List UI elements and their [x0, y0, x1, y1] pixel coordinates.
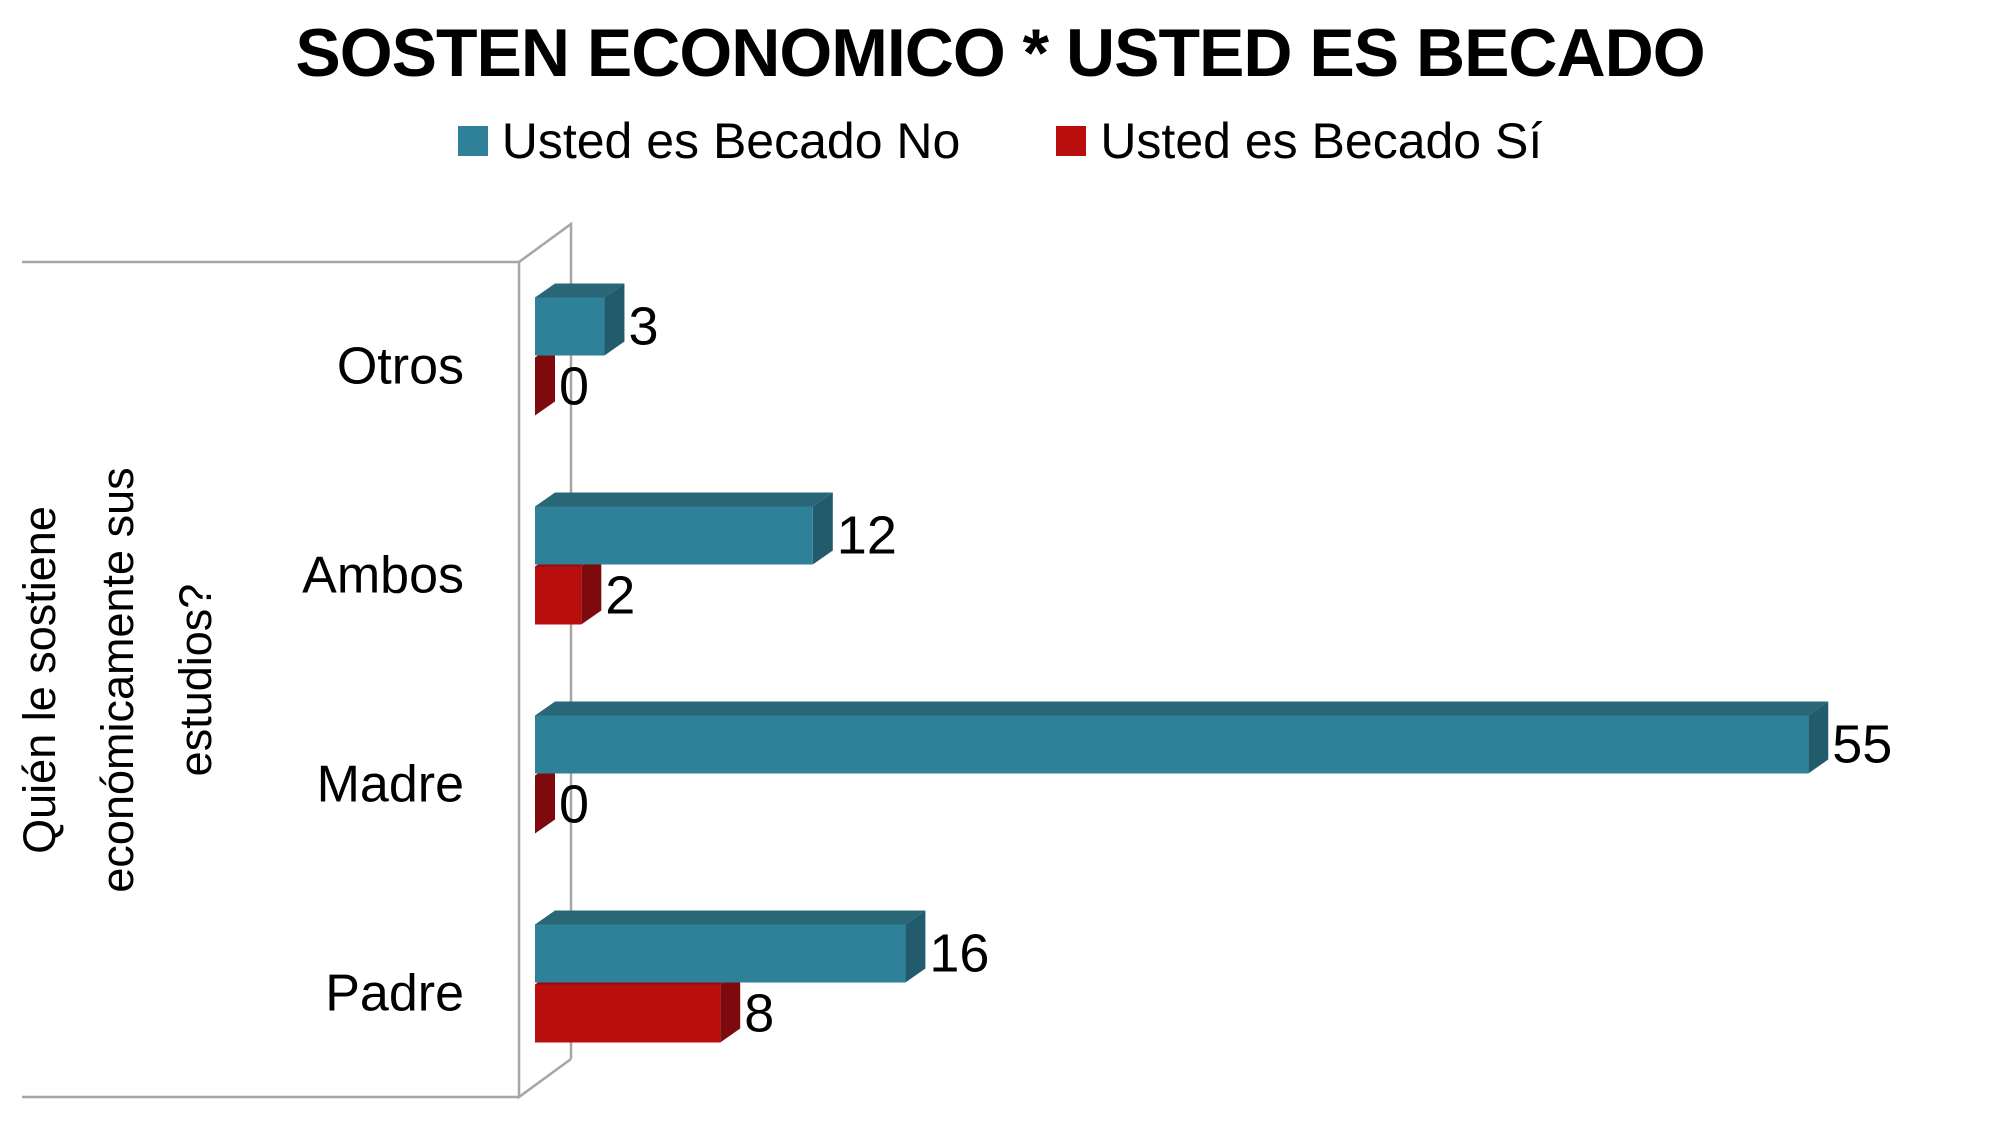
value-label-si-ambos: 2 — [605, 566, 635, 626]
legend-swatch-no — [457, 126, 488, 156]
bar-si-otros-zero-sliver — [535, 343, 555, 416]
legend-label-no: Usted es Becado No — [501, 113, 961, 169]
legend-label-si: Usted es Becado Sí — [1100, 113, 1543, 169]
legend: Usted es Becado No Usted es Becado Sí — [0, 112, 2000, 170]
value-label-si-madre: 0 — [559, 775, 589, 835]
category-label-ambos: Ambos — [302, 547, 464, 605]
chart-title: SOSTEN ECONOMICO * USTED ES BECADO — [295, 15, 1705, 91]
value-label-no-otros: 3 — [628, 297, 658, 357]
legend-swatch-si — [1056, 126, 1087, 156]
bar-no-otros-front — [535, 297, 605, 356]
value-label-no-madre: 55 — [1832, 715, 1892, 775]
bar-si-madre-zero-sliver — [535, 761, 555, 834]
bar-no-otros-side — [604, 283, 625, 356]
bar-no-ambos-side — [812, 492, 833, 565]
bar-no-otros-top — [535, 283, 625, 298]
bar-no-padre-top — [535, 910, 926, 925]
bar-no-madre-front — [535, 715, 1809, 774]
bar-no-madre-side — [1808, 701, 1829, 774]
axis-frame — [22, 221, 573, 1100]
value-label-si-padre: 8 — [744, 984, 774, 1044]
bar-si-ambos-front — [535, 566, 582, 625]
category-label-otros: Otros — [337, 338, 464, 396]
legend-item-si: Usted es Becado Sí — [1056, 112, 1542, 170]
category-label-madre: Madre — [317, 756, 464, 814]
bar-no-padre-front — [535, 924, 906, 983]
value-label-no-padre: 16 — [929, 924, 989, 984]
bar-si-ambos-side — [581, 552, 602, 625]
bar-si-padre-front — [535, 984, 721, 1043]
bar-no-ambos-top — [535, 492, 833, 507]
legend-item-no: Usted es Becado No — [457, 112, 961, 170]
bar-no-padre-side — [905, 910, 926, 983]
category-label-padre: Padre — [325, 965, 464, 1023]
value-label-si-otros: 0 — [559, 357, 589, 417]
bar-si-padre-side — [720, 970, 741, 1043]
bar-no-madre-top — [535, 701, 1829, 716]
value-label-no-ambos: 12 — [837, 506, 897, 566]
bar-no-ambos-front — [535, 506, 813, 565]
